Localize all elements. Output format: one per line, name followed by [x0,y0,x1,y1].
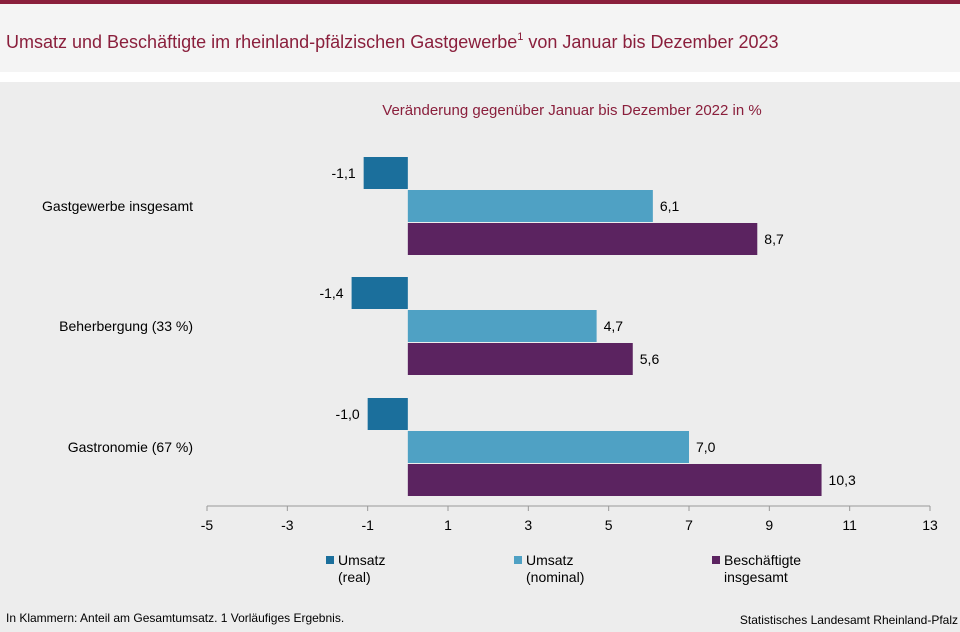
x-tick-label: 3 [524,517,532,533]
x-tick-label: 13 [922,517,938,533]
bar [363,157,408,189]
legend-item: Umsatz (nominal) [514,552,584,586]
data-label: -1,4 [319,285,343,301]
data-label: 4,7 [604,318,624,334]
data-label: 5,6 [640,351,660,367]
category-label: Beherbergung (33 %) [59,318,193,334]
data-label: 6,1 [660,198,680,214]
bar [407,190,653,222]
legend-item: Umsatz (real) [326,552,385,586]
chart-title: Umsatz und Beschäftigte im rheinland-pfä… [6,31,779,52]
x-tick-label: 1 [444,517,452,533]
legend-swatch [326,556,334,564]
x-tick-label: 11 [842,517,857,533]
legend-label: Umsatz [526,552,574,568]
top-accent-bar [0,0,960,4]
legend-label: Beschäftigte [724,552,802,568]
bar [407,223,758,255]
legend-label-line2: (real) [338,569,371,585]
category-label: Gastronomie (67 %) [68,439,193,455]
category-label: Gastgewerbe insgesamt [42,198,193,214]
bar [407,310,597,342]
legend-label-line2: insgesamt [724,569,788,585]
x-tick-label: 5 [605,517,613,533]
x-tick-label: -5 [201,517,214,533]
x-tick-label: 9 [765,517,773,533]
data-label: -1,1 [332,165,356,181]
data-label: -1,0 [336,406,360,422]
footnote: In Klammern: Anteil am Gesamtumsatz. 1 V… [6,611,345,625]
data-label: 10,3 [829,472,856,488]
header: Umsatz und Beschäftigte im rheinland-pfä… [0,4,960,72]
legend-label: Umsatz [338,552,386,568]
x-tick-label: -1 [361,517,374,533]
source-note: Statistisches Landesamt Rheinland-Pfalz [739,613,958,627]
bar [407,464,822,496]
header-separator [0,72,960,82]
bar [407,343,633,375]
legend-label-line2: (nominal) [526,569,585,585]
data-label: 7,0 [696,439,716,455]
data-label: 8,7 [764,231,784,247]
chart-subtitle: Veränderung gegenüber Januar bis Dezembe… [382,102,762,119]
legend-swatch [514,556,522,564]
legend-swatch [712,556,720,564]
x-tick-label: 7 [685,517,693,533]
x-tick-label: -3 [281,517,294,533]
bar [367,398,408,430]
bar [407,431,689,463]
bar [351,277,408,309]
legend-item: Beschäftigte insgesamt [712,552,801,586]
